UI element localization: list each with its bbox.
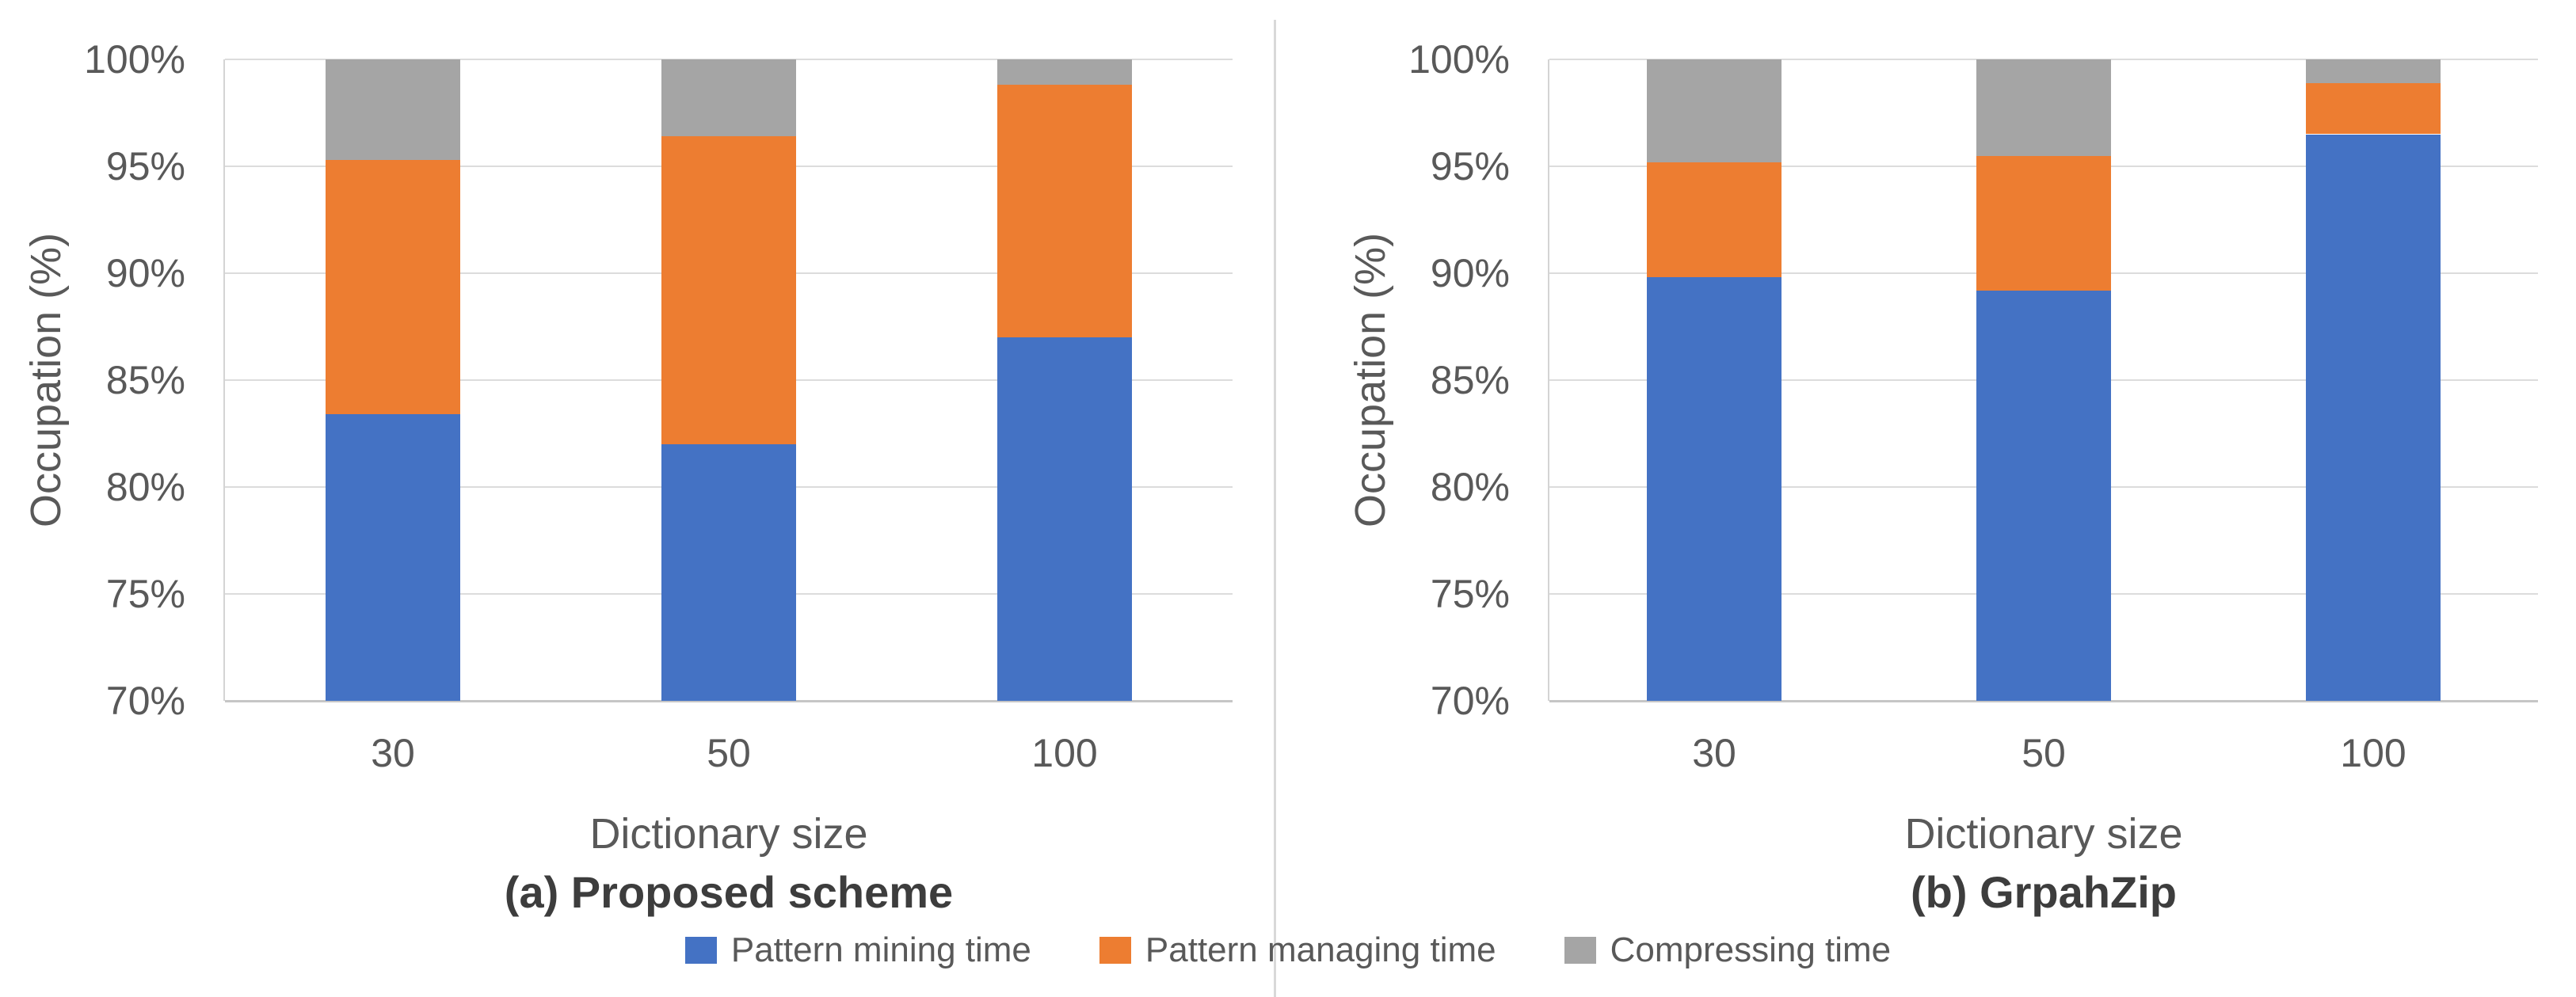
y-tick-label: 85% — [105, 358, 185, 402]
bar-segment — [1976, 59, 2111, 156]
bar-segment — [661, 444, 796, 701]
legend-swatch — [684, 937, 717, 964]
bar-segment — [661, 136, 796, 444]
panel-divider — [1274, 20, 1276, 997]
x-axis-title: Dictionary size — [1904, 810, 2183, 858]
y-tick-label: 90% — [1430, 251, 1510, 295]
y-tick-label: 70% — [1430, 679, 1510, 723]
y-tick-label: 95% — [105, 144, 185, 188]
bar-segment — [997, 337, 1132, 701]
bar-segment — [2306, 82, 2441, 135]
x-tick-label: 50 — [707, 731, 751, 775]
y-tick-label: 100% — [84, 37, 185, 82]
y-tick-label: 90% — [105, 251, 185, 295]
bar-segment — [997, 59, 1132, 86]
y-tick-label: 95% — [1430, 144, 1510, 188]
y-tick-label: 75% — [1430, 572, 1510, 616]
legend-item: Compressing time — [1564, 930, 1892, 970]
legend-label: Pattern managing time — [1145, 930, 1496, 969]
panel-caption-b: (b) GrpahZip — [1911, 867, 2177, 917]
bar-segment — [326, 414, 460, 701]
y-tick-label: 75% — [105, 572, 185, 616]
y-tick-label: 80% — [1430, 465, 1510, 509]
bar-segment — [2306, 59, 2441, 83]
y-axis-line — [223, 59, 225, 701]
legend-swatch — [1564, 937, 1596, 964]
bar-segment — [1647, 162, 1781, 278]
x-axis-line — [225, 700, 1233, 702]
legend: Pattern mining time Pattern managing time… — [0, 923, 2576, 977]
plot-area-a: 70% 75% 80% 85% 90% 95% 100% 30 50 100 — [84, 37, 1233, 775]
bar-segment — [326, 159, 460, 415]
y-tick-label: 85% — [1430, 358, 1510, 402]
plot-area-b: 70% 75% 80% 85% 90% 95% 100% 30 50 100 — [1408, 37, 2538, 775]
bar-segment — [1647, 277, 1781, 701]
legend-label: Compressing time — [1610, 930, 1892, 969]
x-axis-line — [1549, 700, 2538, 702]
x-tick-label: 30 — [371, 731, 415, 775]
x-tick-label: 30 — [1692, 731, 1736, 775]
legend-item: Pattern mining time — [684, 930, 1031, 970]
bar-segment — [1976, 290, 2111, 701]
y-tick-label: 70% — [105, 679, 185, 723]
bar-segment — [1976, 155, 2111, 291]
bar-segment — [661, 59, 796, 137]
y-tick-label: 100% — [1408, 37, 1510, 82]
legend-swatch — [1099, 937, 1131, 964]
y-axis-line — [1548, 59, 1549, 701]
x-axis-title: Dictionary size — [589, 810, 868, 858]
bar-segment — [326, 59, 460, 160]
y-tick-label: 80% — [105, 465, 185, 509]
x-tick-label: 50 — [2022, 731, 2066, 775]
legend-item: Pattern managing time — [1099, 930, 1496, 970]
x-tick-label: 100 — [2340, 731, 2406, 775]
bar-segment — [1647, 59, 1781, 162]
legend-label: Pattern mining time — [730, 930, 1031, 969]
panel-caption-a: (a) Proposed scheme — [504, 867, 954, 917]
bar-segment — [997, 85, 1132, 337]
x-tick-label: 100 — [1031, 731, 1098, 775]
bar-segment — [2306, 134, 2441, 701]
